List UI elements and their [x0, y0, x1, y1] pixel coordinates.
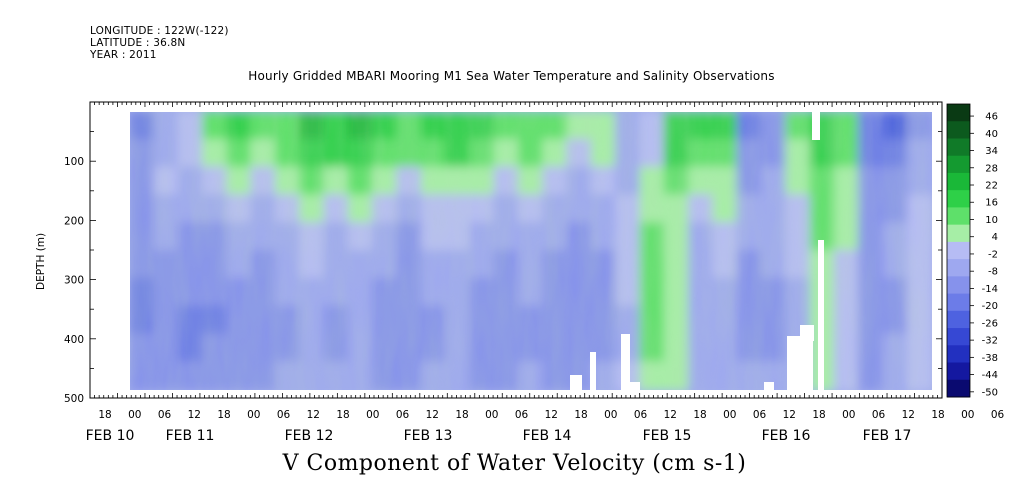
colorbar-swatch	[947, 121, 970, 139]
colorbar-label: 40	[985, 129, 998, 140]
x-hour-label: 00	[604, 409, 617, 421]
colorbar-label: -20	[982, 301, 998, 312]
missing-data-gap	[621, 334, 630, 390]
x-hour-label: 12	[188, 409, 201, 421]
colorbar-swatch	[947, 259, 970, 277]
x-hour-label: 06	[396, 409, 410, 421]
colorbar-label: -38	[982, 353, 998, 364]
colorbar-swatch	[947, 362, 970, 381]
colorbar-swatch	[947, 328, 970, 346]
colorbar-swatch	[947, 310, 970, 329]
colorbar-label: 4	[992, 232, 998, 243]
missing-data-gap	[590, 352, 596, 390]
x-hour-label: 06	[753, 409, 767, 421]
year-label: YEAR : 2011	[90, 49, 157, 61]
x-hour-label: 00	[723, 409, 736, 421]
x-hour-label: 00	[961, 409, 974, 421]
y-tick-label: 500	[64, 393, 84, 405]
colorbar-swatch	[947, 155, 970, 174]
colorbar-label: 22	[985, 181, 998, 192]
missing-data-gap	[570, 375, 582, 390]
x-date-label: FEB 15	[643, 428, 692, 444]
x-date-label: FEB 12	[285, 428, 334, 444]
x-date-label: FEB 16	[762, 428, 811, 444]
x-hour-label: 12	[426, 409, 439, 421]
colorbar-swatch	[947, 138, 970, 157]
x-hour-label: 18	[574, 409, 587, 421]
colorbar-swatch	[947, 190, 970, 208]
y-tick-label: 400	[64, 334, 84, 346]
colorbar-label: -32	[982, 336, 998, 347]
x-date-label: FEB 17	[863, 428, 912, 444]
missing-data-gap	[630, 382, 640, 390]
x-hour-label: 06	[872, 409, 886, 421]
missing-data-gap	[800, 325, 814, 341]
x-hour-label: 18	[931, 409, 944, 421]
y-axis-label: DEPTH (m)	[35, 233, 47, 290]
x-hour-label: 00	[842, 409, 855, 421]
x-hour-label: 12	[307, 409, 320, 421]
x-hour-label: 18	[455, 409, 468, 421]
colorbar-label: 46	[985, 112, 998, 123]
metadata-block: LONGITUDE : 122W(-122) LATITUDE : 36.8N …	[90, 25, 229, 61]
x-hour-label: 00	[366, 409, 379, 421]
x-hour-label: 06	[634, 409, 648, 421]
x-hour-label: 18	[98, 409, 111, 421]
colorbar-label: 28	[985, 163, 998, 174]
x-hour-label: 12	[545, 409, 558, 421]
latitude-label: LATITUDE : 36.8N	[90, 37, 186, 49]
colorbar-swatch	[947, 104, 970, 122]
colorbar-swatch	[947, 345, 970, 364]
colorbar-swatch	[947, 207, 970, 226]
x-hour-label: 00	[128, 409, 141, 421]
missing-data-gap	[818, 240, 824, 390]
longitude-label: LONGITUDE : 122W(-122)	[90, 25, 229, 37]
colorbar-swatch	[947, 293, 970, 312]
colorbar-label: -26	[982, 318, 998, 329]
x-hour-label: 18	[336, 409, 349, 421]
x-hour-label: 06	[991, 409, 1005, 421]
x-hour-label: 12	[664, 409, 677, 421]
colorbar-swatch	[947, 379, 970, 398]
colorbar-label: -14	[982, 284, 998, 295]
x-hour-label: 12	[902, 409, 915, 421]
x-hour-label: 06	[515, 409, 529, 421]
x-hour-label: 06	[277, 409, 291, 421]
missing-data-gap	[812, 112, 820, 140]
x-hour-label: 18	[217, 409, 230, 421]
colorbar-label: 16	[985, 198, 998, 209]
colorbar-swatch	[947, 172, 970, 191]
x-hour-label: 06	[158, 409, 172, 421]
y-tick-label: 300	[64, 275, 84, 287]
x-hour-label: 18	[693, 409, 706, 421]
x-hour-label: 12	[783, 409, 796, 421]
colorbar-label: -2	[988, 249, 998, 260]
colorbar-label: -50	[982, 387, 998, 398]
y-tick-label: 200	[64, 215, 84, 227]
x-hour-label: 00	[247, 409, 260, 421]
colorbar-swatch	[947, 241, 970, 260]
x-date-label: FEB 10	[86, 428, 135, 444]
x-axis-label: V Component of Water Velocity (cm s-1)	[282, 451, 747, 476]
colorbar-label: -8	[988, 267, 998, 278]
missing-data-gap	[787, 336, 813, 390]
x-hour-label: 00	[485, 409, 498, 421]
missing-data-gap	[764, 382, 774, 390]
x-date-label: FEB 11	[166, 428, 215, 444]
x-date-label: FEB 14	[523, 428, 572, 444]
colorbar-swatch	[947, 276, 970, 295]
y-tick-label: 100	[64, 156, 84, 168]
colorbar-label: 10	[985, 215, 998, 226]
colorbar-label: -44	[982, 370, 998, 381]
colorbar-label: 34	[985, 146, 998, 157]
x-date-label: FEB 13	[404, 428, 453, 444]
x-hour-label: 18	[812, 409, 825, 421]
colorbar-swatch	[947, 224, 970, 243]
chart-title: Hourly Gridded MBARI Mooring M1 Sea Wate…	[248, 69, 775, 83]
